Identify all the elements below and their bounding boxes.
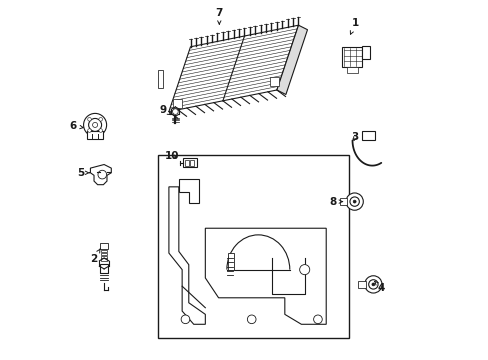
Bar xyxy=(362,46,369,59)
Bar xyxy=(189,160,193,166)
Polygon shape xyxy=(276,25,307,94)
Circle shape xyxy=(368,280,377,289)
Text: 5: 5 xyxy=(77,168,89,178)
Bar xyxy=(269,77,278,86)
Text: 2: 2 xyxy=(90,249,100,264)
Bar xyxy=(101,243,107,249)
Circle shape xyxy=(172,109,178,114)
Circle shape xyxy=(346,193,363,210)
Bar xyxy=(342,47,362,67)
Bar xyxy=(358,281,366,288)
Bar xyxy=(185,160,189,166)
Polygon shape xyxy=(168,187,205,324)
Text: 9: 9 xyxy=(159,105,170,115)
Circle shape xyxy=(247,315,256,324)
Polygon shape xyxy=(168,25,298,112)
Polygon shape xyxy=(179,179,198,203)
Circle shape xyxy=(87,129,91,132)
Bar xyxy=(339,198,347,205)
Bar xyxy=(158,155,348,338)
Circle shape xyxy=(313,315,322,324)
Bar xyxy=(87,131,103,139)
Circle shape xyxy=(92,122,98,127)
Bar xyxy=(346,67,357,73)
Bar xyxy=(362,131,374,140)
Bar xyxy=(158,70,163,88)
Circle shape xyxy=(98,170,106,179)
Polygon shape xyxy=(205,228,325,324)
Circle shape xyxy=(99,129,102,132)
Circle shape xyxy=(349,197,359,206)
Text: 3: 3 xyxy=(351,132,358,142)
Bar xyxy=(227,253,234,270)
Circle shape xyxy=(299,265,309,275)
Circle shape xyxy=(352,200,355,203)
Bar xyxy=(101,253,107,255)
Bar xyxy=(183,158,197,167)
Circle shape xyxy=(99,117,102,121)
Text: 10: 10 xyxy=(164,151,179,161)
Text: 1: 1 xyxy=(349,18,358,34)
Bar xyxy=(100,264,108,273)
Circle shape xyxy=(371,283,374,286)
Text: 6: 6 xyxy=(69,121,83,131)
Text: 7: 7 xyxy=(215,8,223,24)
Text: 4: 4 xyxy=(374,282,384,293)
Text: 8: 8 xyxy=(328,197,342,207)
Circle shape xyxy=(83,113,106,136)
Bar xyxy=(101,258,107,261)
Polygon shape xyxy=(90,165,111,185)
Bar xyxy=(101,250,106,252)
Circle shape xyxy=(181,315,189,324)
Circle shape xyxy=(364,276,381,293)
Bar xyxy=(172,99,181,108)
Circle shape xyxy=(87,117,91,121)
Circle shape xyxy=(88,118,102,131)
Bar xyxy=(101,256,107,258)
